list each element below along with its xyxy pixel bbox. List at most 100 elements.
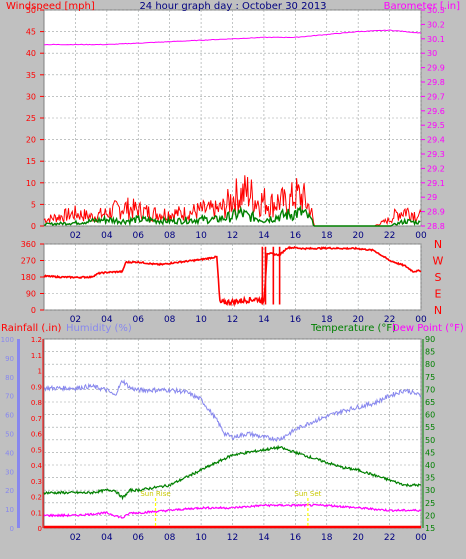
rainfall-y-tick-label: 0.5 [31, 446, 42, 454]
temperature-y-tick-label: 90 [425, 335, 435, 344]
rainfall-y-tick-label: 0 [38, 525, 42, 533]
humidity-y-tick-label: 30 [5, 468, 14, 476]
direction-x-tick-label: 02 [70, 315, 81, 325]
direction-y-tick-label: 180 [21, 273, 36, 282]
rainfall-axis-label: Rainfall (.in) [1, 323, 62, 334]
climate-x-tick-label: 20 [352, 533, 364, 543]
wind-x-tick-label: 02 [70, 231, 81, 241]
temperature-y-tick-label: 30 [425, 486, 435, 495]
compass-label: W [433, 255, 444, 268]
humidity-y-tick-label: 60 [5, 412, 14, 420]
climate-x-tick-label: 04 [101, 533, 113, 543]
barometer-y-tick-label: 29.2 [427, 164, 445, 173]
climate-x-tick-label: 00 [415, 533, 427, 543]
climate-x-tick-label: 14 [258, 533, 270, 543]
temperature-y-tick-label: 85 [425, 348, 435, 357]
wind-y-tick-label: 25 [26, 114, 36, 123]
rainfall-y-tick-label: 0.9 [31, 383, 42, 391]
wind-x-tick-label: 08 [164, 231, 176, 241]
humidity-y-tick-label: 0 [10, 525, 14, 533]
climate-x-tick-label: 22 [384, 533, 395, 543]
direction-x-tick-label: 18 [321, 315, 333, 325]
climate-x-tick-label: 10 [195, 533, 207, 543]
wind-x-tick-label: 12 [227, 231, 238, 241]
barometer-y-tick-label: 29.1 [427, 179, 445, 188]
rainfall-y-tick-label: 0.2 [31, 494, 42, 502]
climate-x-tick-label: 16 [290, 533, 302, 543]
compass-label: S [435, 271, 442, 284]
climate-x-tick-label: 08 [164, 533, 176, 543]
wind-axis-label: Windspeed [mph] [6, 1, 95, 12]
wind-x-tick-label: 06 [133, 231, 145, 241]
direction-x-tick-label: 06 [133, 315, 145, 325]
direction-x-tick-label: 20 [352, 315, 364, 325]
temperature-y-tick-label: 60 [425, 411, 435, 420]
direction-x-tick-label: 00 [415, 315, 427, 325]
wind-y-tick-label: 35 [26, 71, 36, 80]
barometer-y-tick-label: 28.9 [427, 208, 445, 217]
climate-x-tick-label: 06 [133, 533, 145, 543]
rainfall-y-tick-label: 0.8 [31, 399, 42, 407]
wind-y-tick-label: 5 [31, 200, 36, 209]
wind-y-tick-label: 10 [26, 179, 36, 188]
barometer-y-tick-label: 29.6 [427, 107, 445, 116]
wind-y-tick-label: 50 [26, 6, 36, 15]
rainfall-y-tick-label: 0.4 [31, 462, 43, 470]
rainfall-y-tick-label: 1.1 [31, 352, 42, 360]
dewpoint-axis-label: Dew Point (°F) [392, 323, 464, 334]
wind-x-tick-label: 00 [415, 231, 427, 241]
temperature-y-tick-label: 25 [425, 499, 435, 508]
temperature-y-tick-label: 45 [425, 448, 435, 457]
sunset-label: Sun Set [294, 490, 321, 498]
barometer-y-tick-label: 29.4 [427, 136, 445, 145]
chart-title: 24 hour graph day : October 30 2013 [139, 1, 326, 12]
direction-y-tick-label: 0 [31, 306, 36, 315]
wind-x-tick-label: 22 [384, 231, 395, 241]
rainfall-y-tick-label: 1 [38, 368, 42, 376]
barometer-y-tick-label: 29.7 [427, 92, 445, 101]
barometer-y-tick-label: 30 [427, 49, 437, 58]
barometer-line [43, 29, 422, 46]
wind-y-tick-label: 45 [26, 28, 36, 37]
wind-x-tick-label: 20 [352, 231, 364, 241]
wind-y-tick-label: 0 [31, 222, 36, 231]
temperature-y-tick-label: 65 [425, 398, 435, 407]
wind-y-tick-label: 40 [26, 49, 36, 58]
humidity-y-tick-label: 90 [5, 355, 14, 363]
wind-x-tick-label: 04 [101, 231, 113, 241]
wind-y-tick-label: 20 [26, 136, 36, 145]
climate-x-tick-label: 02 [70, 533, 81, 543]
barometer-y-tick-label: 30.3 [427, 6, 445, 15]
direction-line [43, 245, 422, 308]
temperature-y-tick-label: 20 [425, 511, 435, 520]
barometer-y-tick-label: 30.1 [427, 35, 445, 44]
temperature-y-tick-label: 75 [425, 373, 435, 382]
humidity-y-tick-label: 20 [5, 487, 14, 495]
temperature-y-tick-label: 15 [425, 524, 435, 533]
direction-y-tick-label: 270 [21, 257, 36, 266]
humidity-axis-label: Humidity (%) [66, 323, 132, 334]
direction-x-tick-label: 16 [290, 315, 302, 325]
wind-y-tick-label: 15 [26, 157, 36, 166]
humidity-axis-bar [17, 339, 20, 528]
compass-label: N [434, 238, 442, 251]
temperature-axis-label: Temperature (°F) [310, 323, 396, 334]
barometer-y-tick-label: 29.3 [427, 150, 445, 159]
humidity-y-tick-label: 100 [1, 336, 14, 344]
barometer-y-tick-label: 28.8 [427, 222, 445, 231]
temperature-y-tick-label: 70 [425, 385, 435, 394]
humidity-y-tick-label: 40 [5, 449, 14, 457]
wind-average-line [43, 204, 421, 227]
rainfall-y-tick-label: 0.6 [31, 431, 43, 439]
humidity-line [43, 379, 422, 442]
barometer-y-tick-label: 29.9 [427, 64, 445, 73]
direction-y-tick-label: 360 [21, 240, 36, 249]
direction-x-tick-label: 10 [195, 315, 207, 325]
wind-x-tick-label: 10 [195, 231, 207, 241]
humidity-y-tick-label: 10 [5, 506, 14, 514]
direction-x-tick-label: 04 [101, 315, 113, 325]
barometer-axis-label: Barometer [.in] [384, 1, 460, 12]
rainfall-y-tick-label: 0.3 [31, 478, 42, 486]
